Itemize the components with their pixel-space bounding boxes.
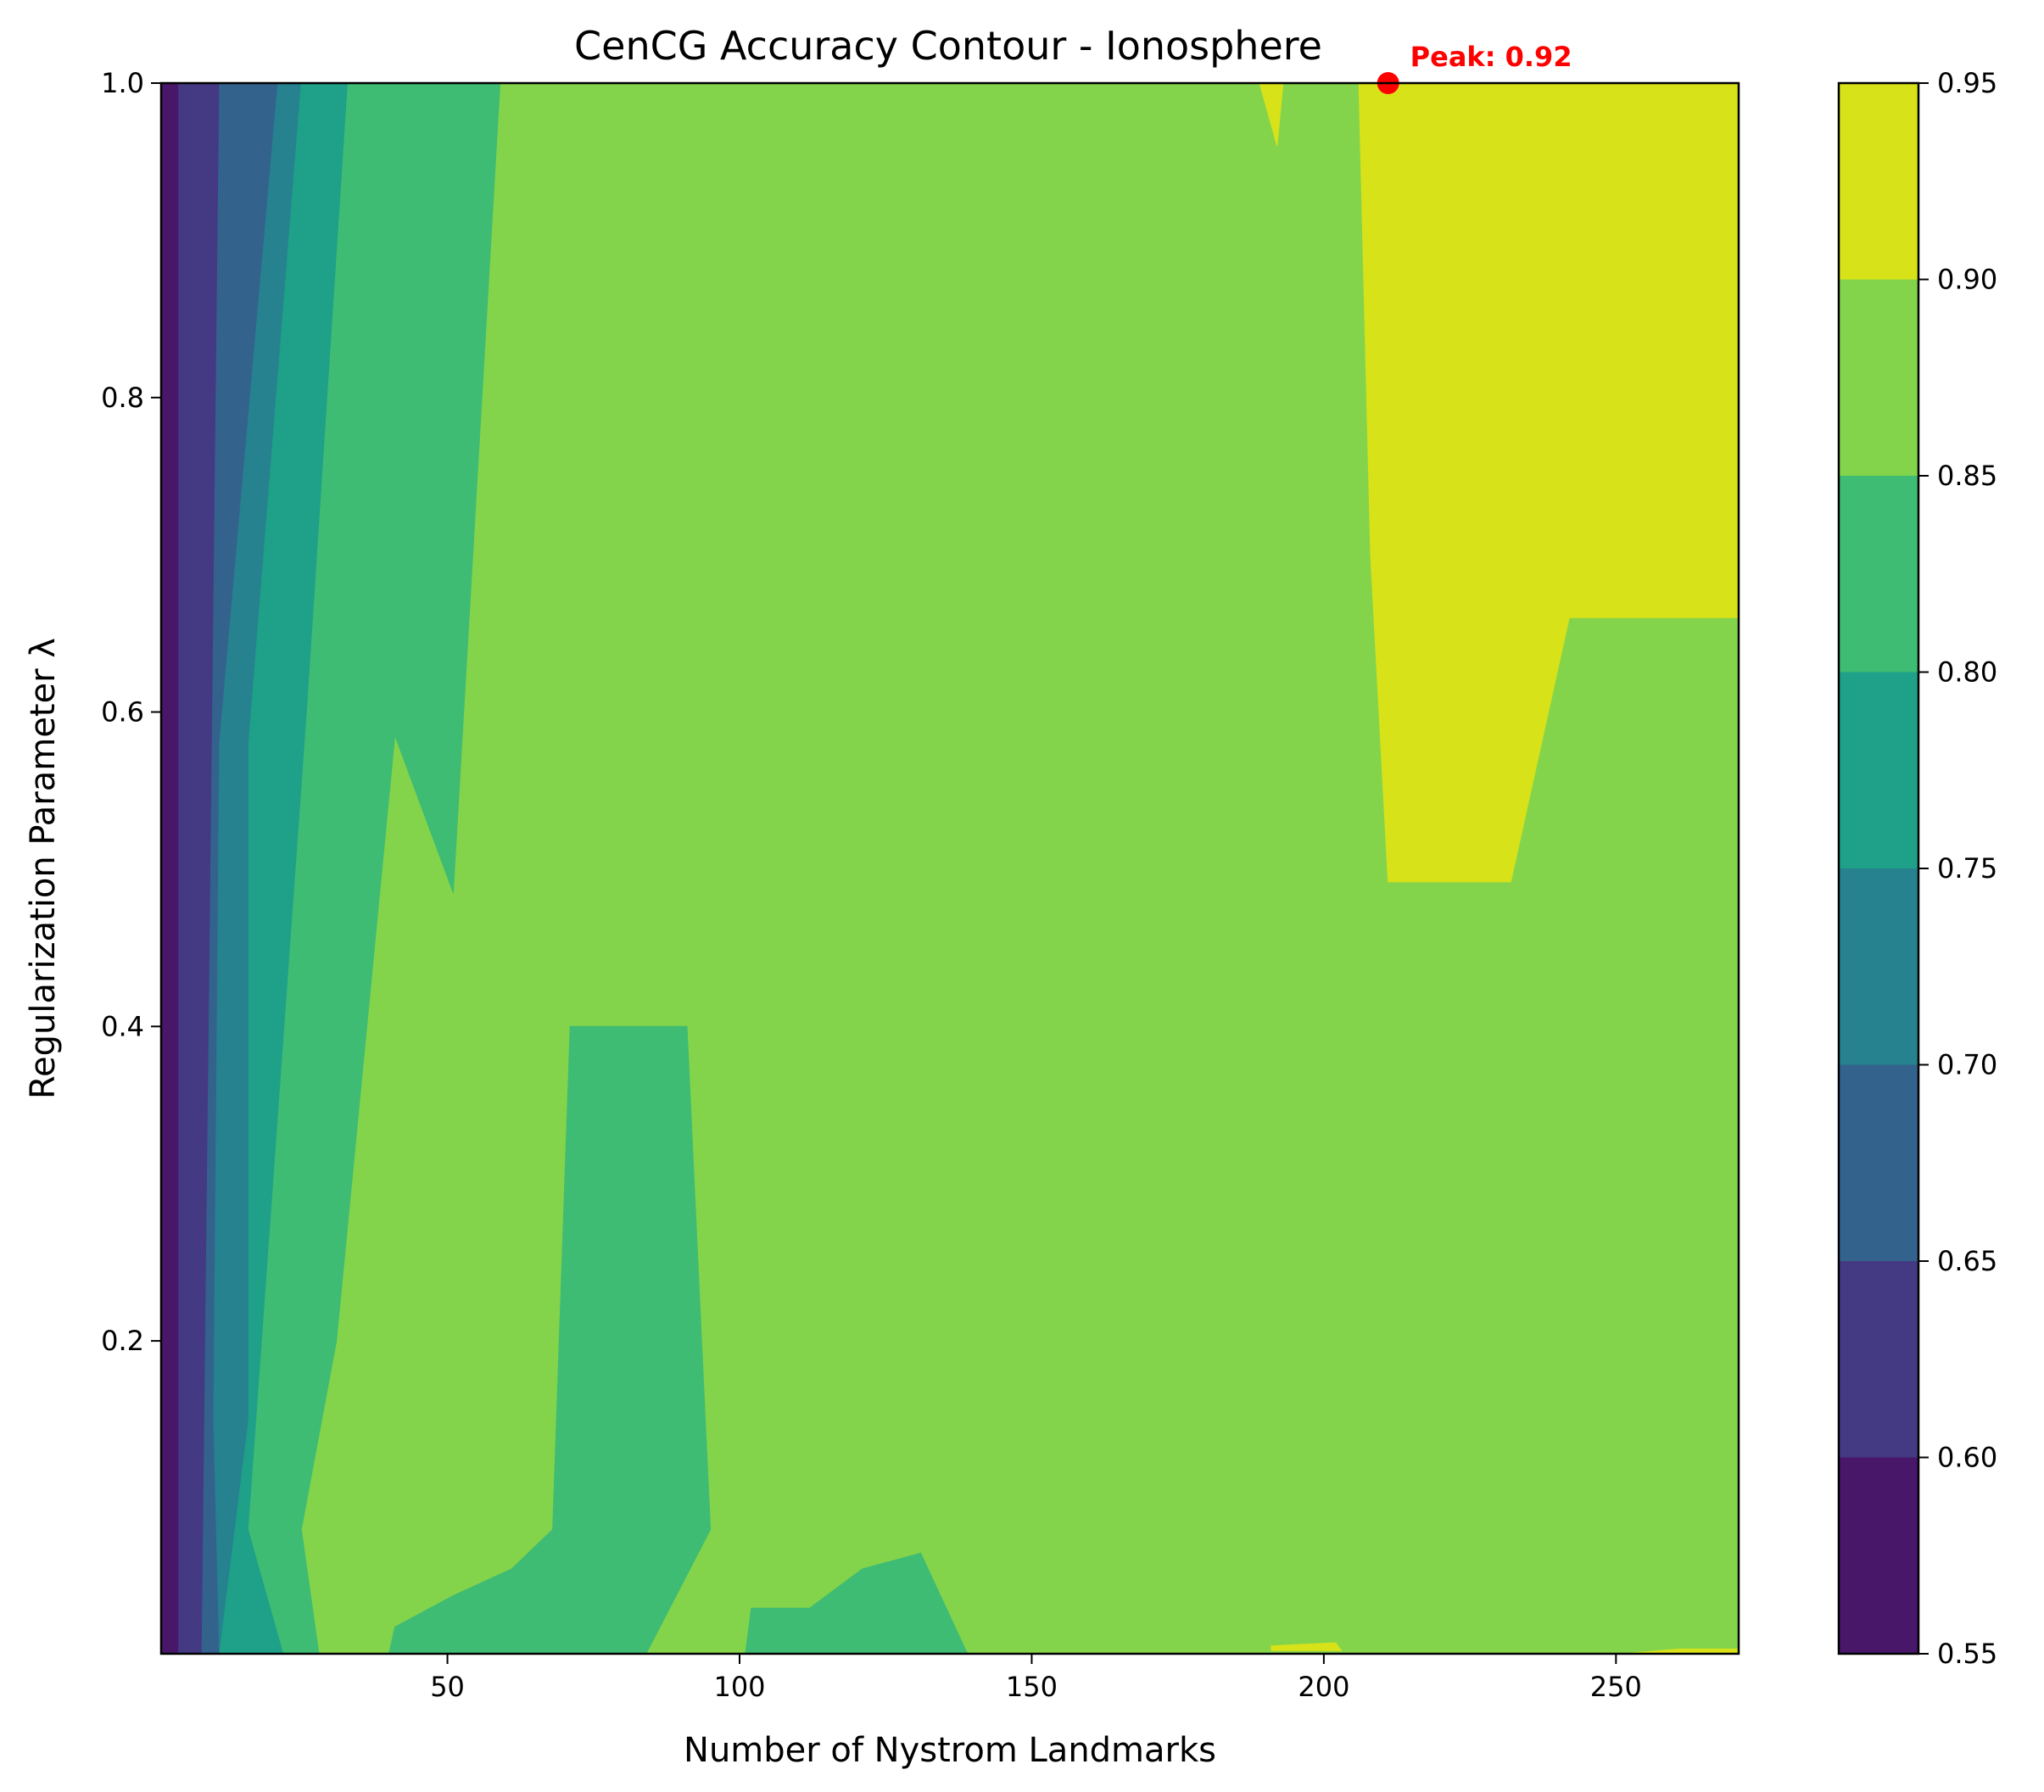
colorbar-segment: [1839, 279, 1918, 476]
y-tick-label: 0.8: [101, 382, 144, 414]
y-axis-title: Regularization Parameter λ: [24, 638, 63, 1099]
contour-region-6: [388, 1025, 712, 1655]
colorbar-tick-label: 0.70: [1937, 1049, 1997, 1081]
contour-region-5: [248, 82, 501, 1655]
colorbar-segment: [1839, 672, 1918, 868]
x-axis-title: Number of Nystrom Landmarks: [684, 1731, 1216, 1770]
x-tick-label: 250: [1590, 1671, 1642, 1703]
colorbar-segment: [1839, 476, 1918, 673]
contour-region-0: [160, 82, 180, 1655]
x-tick-label: 150: [1006, 1671, 1058, 1703]
x-tick-label: 100: [713, 1671, 765, 1703]
colorbar-tick-label: 0.90: [1937, 264, 1997, 296]
contour-plot-area: [160, 82, 1740, 1655]
colorbar-tick-label: 0.95: [1937, 67, 1997, 99]
colorbar-tick-label: 0.60: [1937, 1442, 1997, 1474]
y-axis: 0.2 0.4 0.6 0.8 1.0: [101, 67, 161, 1357]
colorbar-segment: [1839, 1261, 1918, 1458]
y-tick-label: 0.4: [101, 1010, 144, 1042]
chart-title: CenCG Accuracy Contour - Ionosphere: [574, 23, 1322, 69]
contour-region-10: [1271, 1642, 1343, 1651]
y-tick-label: 0.6: [101, 696, 144, 729]
x-axis: 50 100 150 200 250: [430, 1654, 1642, 1703]
x-tick-label: 50: [430, 1671, 465, 1703]
y-tick-label: 0.2: [101, 1325, 144, 1357]
x-tick-label: 200: [1298, 1671, 1349, 1703]
peak-annotation: Peak: 0.92: [1377, 41, 1572, 94]
colorbar-segment: [1839, 1457, 1918, 1654]
colorbar-segment: [1839, 83, 1918, 280]
peak-label: Peak: 0.92: [1410, 41, 1572, 73]
colorbar-tick-label: 0.65: [1937, 1245, 1997, 1277]
plot-frame: [159, 81, 1740, 1655]
colorbar-segment: [1839, 1064, 1918, 1261]
y-tick-label: 1.0: [101, 67, 144, 99]
colorbar-tick-label: 0.80: [1937, 656, 1997, 689]
colorbar-tick-label: 0.85: [1937, 460, 1997, 492]
colorbar-tick-label: 0.55: [1937, 1638, 1997, 1670]
colorbar-segment: [1839, 868, 1918, 1065]
colorbar: 0.55 0.60 0.65 0.70 0.75 0.80 0.85 0.90 0.95: [1837, 67, 1997, 1670]
colorbar-tick-label: 0.75: [1937, 852, 1997, 885]
